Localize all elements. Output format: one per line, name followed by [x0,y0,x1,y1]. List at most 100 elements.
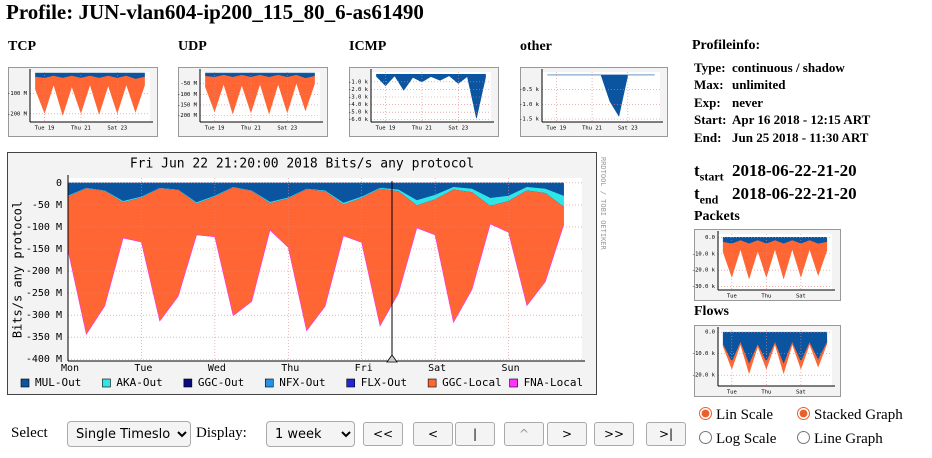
radio-label: Line Graph [814,431,883,447]
display-label: Display: [196,425,247,441]
thumbnail: 0.0 -10.0 k -20.0 k -30.0 k Tue Thu Sat Packets [692,209,841,301]
legend-label: GGC-Local [442,376,502,389]
x-tick-label: Thu [761,390,771,396]
legend-swatch [427,378,437,388]
nav-button[interactable]: < [413,422,453,446]
radio[interactable] [699,431,712,444]
t: t [694,161,700,180]
x-tick-label: Sat [796,390,806,396]
y-tick-label: -20.0 k [692,373,716,379]
radio-line[interactable]: Line Graph [797,431,883,448]
tend-label: tend [694,184,718,207]
x-tick-label: Thu [281,363,299,374]
thumbnail-title: TCP [8,39,36,54]
nav-button[interactable]: >> [594,422,634,446]
cursor-marker [386,354,398,363]
y-tick-label: -200 M [26,266,62,277]
y-tick-label: -200 M [7,111,28,117]
legend-swatch [264,378,274,388]
thumbnail-title: other [520,39,552,54]
x-tick-label: Sat 23 [618,126,638,132]
y-axis-label: Bits/s any protocol [11,201,25,338]
thumbnail: -50 M -100 M -150 M -200 M Tue 19 Thu 21 Sat 2… [177,39,328,137]
radio[interactable] [797,431,810,444]
nav-button[interactable]: >| [646,422,686,446]
y-tick-label: -150 M [26,244,62,255]
y-tick-label: -1.0 k [348,79,369,85]
legend-swatch [183,378,193,388]
area [547,74,655,117]
main-chart: 0 -50 M -100 M -150 M -200 M -250 M -300 M -350… [7,152,607,395]
x-tick-label: Tue [727,294,737,300]
y-tick-label: -200 M [177,113,198,119]
timeslot-select[interactable]: Single Timeslot [67,421,191,447]
legend-swatch [102,378,111,388]
legend-swatch [20,378,30,388]
x-tick-label: Tue [727,390,737,396]
legend-swatch [509,378,518,388]
radio[interactable] [797,407,810,420]
info-value: never [732,95,764,110]
x-tick-label: Sat 23 [107,126,127,132]
profile-title: Profile: JUN-vlan604-ip200_115_80_6-as61… [6,0,424,24]
y-tick-label: -50 M [180,81,197,87]
radio-label: Stacked Graph [814,407,903,423]
area [67,223,564,335]
thumbnail: -100 M -200 M Tue 19 Thu 21 Sat 23 TCP [7,39,158,137]
chart-title: Fri Jun 22 21:20:00 2018 Bits/s any prot… [130,157,474,172]
x-tick-label: Fri [355,363,373,374]
tstart-label: tstart [694,161,724,184]
x-tick-label: Thu 21 [241,126,261,132]
x-tick-label: Tue 19 [205,126,225,132]
x-tick-label: Tue 19 [376,126,396,132]
y-tick-label: 0 [56,178,62,189]
nav-button[interactable]: << [363,422,403,446]
radio[interactable] [699,407,712,420]
y-tick-label: -350 M [26,332,62,343]
info-value: Apr 16 2018 - 12:15 ART [732,112,871,127]
legend-label: AKA-Out [116,376,162,389]
y-tick-label: -100 M [177,92,198,98]
x-tick-label: Thu 21 [71,126,91,132]
nav-button[interactable]: > [547,422,587,446]
legend-label: NFX-Out [279,376,325,389]
x-tick-label: Wed [208,363,226,374]
thumbnail-title: UDP [178,39,207,54]
legend-label: GGC-Out [198,376,244,389]
y-tick-label: -100 M [7,91,28,97]
y-tick-label: -400 M [26,354,62,365]
nav-button[interactable]: ^ [504,422,544,446]
nav-button[interactable]: | [455,422,495,446]
x-tick-label: Sat 23 [277,126,297,132]
y-tick-label: -1.5 k [519,117,540,123]
y-tick-label: -100 M [26,222,62,233]
radio-stacked[interactable]: Stacked Graph [797,407,903,424]
radio-log[interactable]: Log Scale [699,431,776,448]
area [376,73,486,119]
y-tick-label: -10.0 k [692,351,716,357]
radio-lin[interactable]: Lin Scale [699,407,773,424]
area [722,240,828,280]
x-tick-label: Tue 19 [546,126,566,132]
profileinfo-title: Profileinfo: [692,38,761,53]
thumbnail-title: ICMP [349,39,387,54]
plot-area [542,72,660,122]
y-tick-label: -5.0 k [348,110,369,116]
info-label: Max: [694,77,724,92]
x-tick-label: Sat 23 [448,126,468,132]
y-tick-label: -20.0 k [692,268,716,274]
info-label: Start: [694,112,727,127]
info-label: End: [694,130,722,145]
y-tick-label: -50 M [32,200,62,211]
y-tick-label: -300 M [26,310,62,321]
y-tick-label: -3.0 k [348,95,369,101]
y-tick-label: 0.0 [705,330,715,336]
y-tick-label: 0.0 [705,235,715,241]
thumbnail-title: Flows [694,304,730,319]
y-tick-label: -1.0 k [519,102,540,108]
y-tick-label: -4.0 k [348,102,369,108]
display-select[interactable]: 1 week [266,421,355,447]
select-label: Select [11,425,48,441]
y-tick-label: -150 M [177,102,198,108]
